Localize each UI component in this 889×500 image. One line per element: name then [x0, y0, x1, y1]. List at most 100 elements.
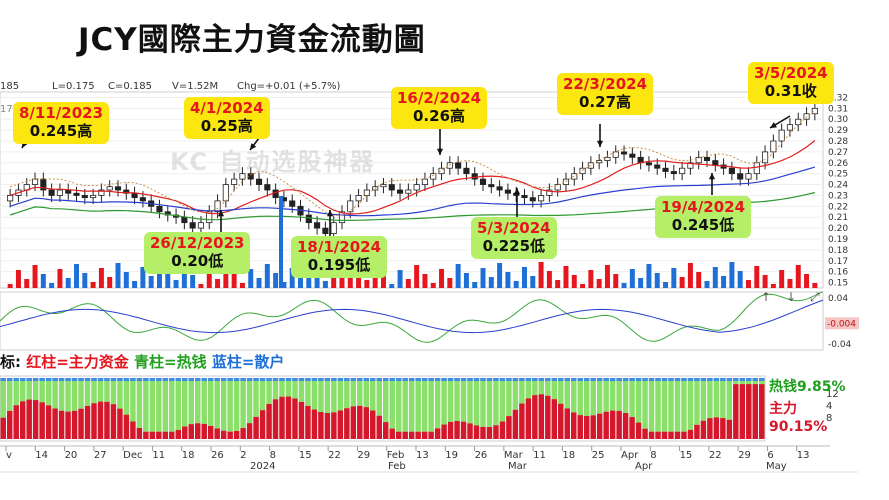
- hot-money-bar: [648, 378, 655, 432]
- oscillator-panel-frame: [0, 291, 824, 351]
- expand-icon[interactable]: ⤢: [809, 290, 820, 304]
- candle-body: [338, 211, 346, 224]
- hot-money-bar: [324, 378, 331, 413]
- main-force-bar: [357, 405, 363, 439]
- info-change: Chg=+0.01 (+5.7%): [237, 81, 341, 92]
- hot-money-bar: [156, 378, 162, 432]
- volume-bar: [439, 269, 445, 288]
- main-force-bar: [130, 421, 136, 439]
- retail-bar: [668, 378, 674, 381]
- hot-money-bar: [467, 378, 473, 424]
- retail-bar: [39, 378, 45, 381]
- nav-down-icon[interactable]: ↓: [786, 290, 796, 304]
- hot-money-bar: [292, 378, 298, 399]
- legend-red: 红柱=主力资金: [26, 353, 129, 371]
- hot-money-bar: [532, 378, 538, 396]
- volume-bar: [463, 273, 469, 288]
- main-force-bar: [551, 399, 558, 439]
- volume-bar: [140, 267, 146, 288]
- retail-bar: [19, 378, 26, 381]
- retail-bar: [194, 378, 201, 381]
- hot-money-bar: [246, 378, 253, 424]
- main-force-bar: [58, 410, 65, 439]
- date-tick-label: 14: [35, 450, 48, 461]
- main-force-bar: [486, 427, 493, 439]
- hot-money-bar: [415, 378, 421, 432]
- main-force-bar: [571, 412, 577, 439]
- main-force-bar: [577, 415, 583, 439]
- flow-tick-label: 4: [826, 401, 832, 412]
- main-force-bar: [363, 407, 370, 439]
- candle-body: [811, 107, 818, 115]
- main-force-bar: [389, 428, 395, 439]
- volume-bar: [588, 270, 594, 288]
- volume-bar: [215, 279, 221, 288]
- retail-bar: [402, 378, 408, 381]
- candle-body: [728, 167, 735, 175]
- hot-money-bar: [486, 378, 493, 428]
- retail-bar: [253, 378, 259, 381]
- date-tick-label: 11: [533, 450, 546, 461]
- retail-bar: [182, 378, 188, 381]
- main-force-bar: [305, 405, 311, 439]
- date-tick-label: 20: [65, 450, 78, 461]
- retail-bar: [720, 378, 726, 381]
- candle-body: [156, 205, 163, 213]
- main-force-bar: [421, 431, 428, 439]
- retail-bar: [97, 378, 104, 381]
- main-force-bar: [194, 423, 201, 439]
- volume-bar: [115, 263, 121, 288]
- hot-money-bar: [253, 378, 259, 417]
- volume-bar: [82, 273, 88, 288]
- annotation-date: 19/4/2024: [661, 198, 746, 216]
- retail-bar: [279, 378, 285, 381]
- retail-bar: [499, 378, 506, 381]
- price-tick-label: 0.30: [828, 115, 848, 125]
- candle-body: [455, 162, 462, 169]
- hot-money-label: 热钱9.85%: [769, 379, 846, 395]
- hot-money-bar: [175, 378, 182, 430]
- main-force-bar: [279, 396, 285, 439]
- nav-up-icon[interactable]: ↑: [761, 290, 771, 304]
- retail-bar: [117, 378, 123, 381]
- volume-bar: [779, 270, 785, 288]
- candle-body: [289, 200, 296, 207]
- retail-bar: [169, 378, 175, 381]
- hot-money-bar: [162, 378, 169, 432]
- hot-money-bar: [428, 378, 434, 432]
- price-tick-label: 0.25: [828, 170, 848, 180]
- volume-bar: [555, 280, 561, 288]
- main-force-bar: [344, 408, 350, 439]
- price-tick-label: 0.26: [828, 159, 848, 169]
- retail-bar: [45, 378, 52, 381]
- candle-body: [114, 186, 122, 191]
- hot-money-bar: [65, 378, 71, 412]
- candle-body: [562, 178, 570, 185]
- price-tick-label: 0.22: [828, 202, 848, 212]
- candle-body: [197, 222, 205, 229]
- main-force-bar: [564, 408, 571, 439]
- volume-bar: [298, 277, 303, 288]
- date-tick-label: 15: [299, 450, 312, 461]
- hot-money-bar: [603, 378, 609, 412]
- hot-money-bar: [609, 378, 616, 411]
- main-force-bar: [188, 424, 194, 439]
- hot-money-bar: [84, 378, 91, 406]
- retail-bar: [363, 378, 370, 381]
- volume-bar: [24, 279, 30, 288]
- main-force-bar: [629, 417, 635, 439]
- main-force-bar: [687, 429, 694, 439]
- hot-money-bar: [6, 378, 13, 411]
- annotation-box: 4/1/2024 0.25高: [184, 97, 270, 139]
- candle-body: [40, 178, 47, 191]
- date-tick-label: 29: [738, 450, 751, 461]
- retail-bar: [395, 378, 402, 381]
- volume-bar: [405, 279, 411, 288]
- flow-tick-label: 8: [826, 413, 832, 424]
- annotation-date: 3/5/2024: [754, 64, 828, 82]
- retail-bar: [207, 378, 214, 381]
- date-tick-label: 22: [328, 450, 341, 461]
- main-force-bar: [694, 424, 700, 439]
- main-force-bar: [674, 431, 681, 439]
- hot-money-bar: [668, 378, 674, 432]
